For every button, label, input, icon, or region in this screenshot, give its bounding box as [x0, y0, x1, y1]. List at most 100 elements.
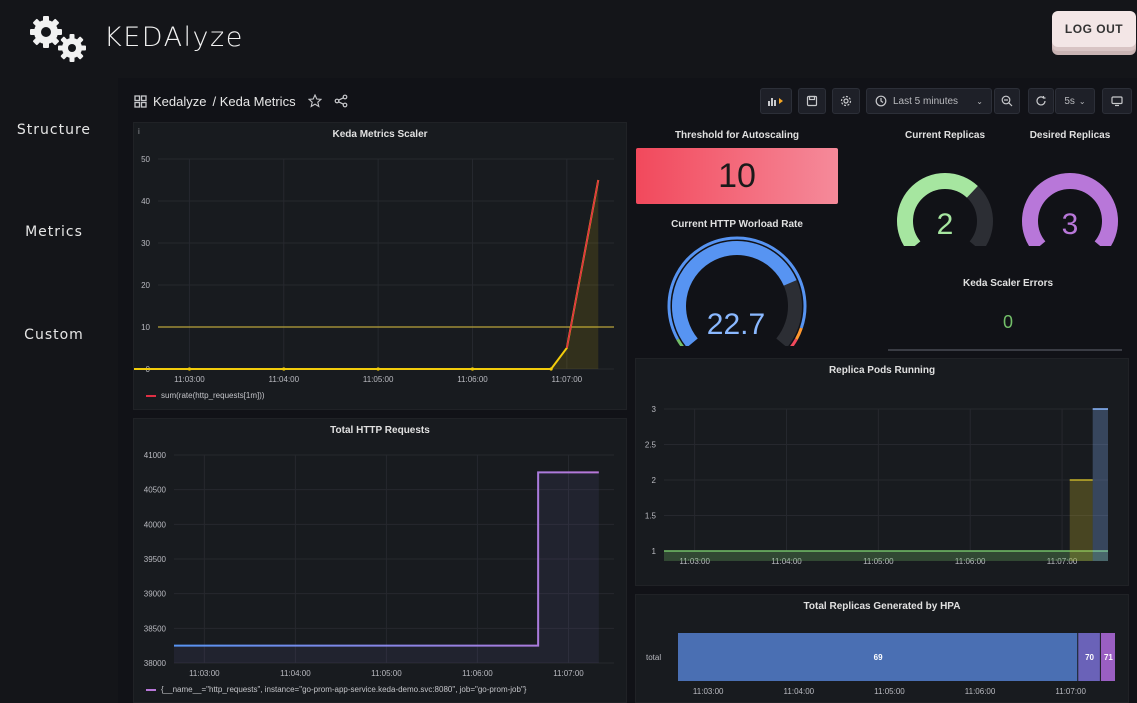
- current-replicas-title: Current Replicas: [904, 130, 986, 141]
- series-spike-line: [566, 179, 600, 349]
- series-area: [134, 180, 599, 369]
- http-legend[interactable]: {__name__="http_requests", instance="go-…: [146, 685, 526, 694]
- x-tick-label: 11:03:00: [693, 687, 724, 696]
- panel-title: Replica Pods Running: [828, 365, 936, 376]
- x-tick-label: 11:05:00: [874, 687, 905, 696]
- chevron-down-icon: ⌄: [976, 96, 983, 106]
- sidebar-item-custom[interactable]: Custom: [24, 327, 84, 343]
- star-icon[interactable]: [307, 94, 322, 108]
- errors-value: 0: [1002, 312, 1013, 332]
- series-line: [174, 471, 599, 647]
- y-tick-label: 40000: [144, 520, 167, 529]
- x-tick-label: 11:03:00: [174, 375, 205, 384]
- x-tick-label: 11:04:00: [269, 375, 300, 384]
- gauge-fill: [897, 173, 978, 246]
- y-tick-label: 40: [141, 197, 150, 206]
- state-segment: [1100, 633, 1115, 681]
- workload-gauge: [667, 236, 807, 346]
- refresh-button[interactable]: [1028, 88, 1054, 114]
- y-tick-label: 38000: [144, 659, 167, 668]
- panel-title: Total Replicas Generated by HPA: [803, 601, 961, 612]
- y-tick-label: 1: [652, 547, 657, 556]
- x-tick-label: 11:07:00: [552, 375, 583, 384]
- scaler-legend[interactable]: sum(rate(http_requests[1m])): [146, 391, 265, 400]
- time-range-label: Last 5 minutes: [893, 95, 959, 107]
- state-segment: [678, 633, 1078, 681]
- add-panel-button[interactable]: [760, 88, 792, 114]
- y-tick-label: 3: [652, 405, 657, 414]
- series-area: [1069, 480, 1093, 561]
- x-tick-label: 11:06:00: [457, 375, 488, 384]
- gauge-fill: [1022, 173, 1118, 246]
- x-tick-label: 11:06:00: [965, 687, 996, 696]
- http-requests-chart: 38000 38500 39000 39500 40000 40500 41000 11:03…: [144, 451, 614, 678]
- y-tick-label: 10: [141, 323, 150, 332]
- row-label: total: [646, 653, 661, 662]
- x-tick-label: 11:04:00: [771, 557, 802, 566]
- threshold-value: 10: [636, 148, 838, 204]
- x-tick-label: 11:07:00: [1047, 557, 1078, 566]
- top-bar: KEDAlyze LOG OUT: [0, 0, 1137, 78]
- gear-icon: [840, 95, 852, 107]
- save-dashboard-button[interactable]: [798, 88, 826, 114]
- time-range-picker[interactable]: Last 5 minutes ⌄: [866, 88, 992, 114]
- settings-button[interactable]: [832, 88, 860, 114]
- panel-replica-pods-running: Replica Pods Running 1 1.5 2 2.5 3 11:03:00 11…: [635, 358, 1129, 586]
- legend-label: {__name__="http_requests", instance="go-…: [161, 685, 527, 694]
- x-tick-label: 11:04:00: [784, 687, 815, 696]
- panel-title: Keda Metrics Scaler: [332, 129, 428, 140]
- share-icon[interactable]: [334, 94, 348, 108]
- panel-info-icon[interactable]: i: [138, 127, 140, 136]
- gauge-fill: [672, 241, 797, 346]
- legend-swatch: [146, 394, 156, 397]
- legend-swatch: [146, 688, 156, 691]
- x-tick-label: 11:07:00: [553, 669, 584, 678]
- tv-mode-button[interactable]: [1102, 88, 1132, 114]
- breadcrumb-folder[interactable]: Kedalyze: [153, 93, 207, 109]
- replica-pods-chart: 1 1.5 2 2.5 3 11:03:00 11:04:00 11:05:00 11:06:0…: [645, 405, 1108, 566]
- gears-logo-icon: [30, 16, 86, 62]
- series-area: [1092, 409, 1108, 561]
- add-panel-icon: [768, 98, 783, 106]
- data-point: [187, 367, 192, 371]
- x-tick-label: 11:03:00: [189, 669, 220, 678]
- current-replicas-gauge: [897, 173, 993, 246]
- legend-label: sum(rate(http_requests[1m])): [161, 391, 265, 400]
- y-tick-label: 39500: [144, 555, 167, 564]
- dashboard-grid-icon: [134, 94, 147, 108]
- current-replicas-value: 2: [936, 208, 954, 241]
- refresh-interval-picker[interactable]: 5s ⌄: [1055, 88, 1095, 114]
- breadcrumb: Kedalyze / Keda Metrics: [134, 90, 348, 112]
- sidebar-item-metrics[interactable]: Metrics: [25, 224, 83, 240]
- state-segment-label: 70: [1085, 653, 1094, 662]
- state-segment: [1078, 633, 1100, 681]
- y-tick-label: 1.5: [645, 512, 657, 521]
- monitor-icon: [1111, 96, 1123, 107]
- series-area: [664, 551, 1108, 561]
- y-tick-label: 2.5: [645, 441, 657, 450]
- gauge-threshold-band: [667, 236, 807, 340]
- breadcrumb-dashboard: / Keda Metrics: [212, 93, 296, 109]
- x-tick-label: 11:06:00: [955, 557, 986, 566]
- series-line: [134, 179, 600, 370]
- series-area: [174, 472, 599, 663]
- zoom-out-button[interactable]: [994, 88, 1020, 114]
- y-tick-label: 30: [141, 239, 150, 248]
- y-tick-label: 41000: [144, 451, 167, 460]
- y-tick-label: 40500: [144, 486, 167, 495]
- workload-value: 22.7: [706, 308, 766, 341]
- app-title: KEDAlyze: [104, 22, 244, 53]
- hpa-state-timeline: total 69 70 71 11:03:00 11:04:00 11:05:00 11:06…: [646, 633, 1115, 696]
- logout-button[interactable]: LOG OUT: [1052, 11, 1136, 47]
- panel-keda-metrics-scaler: i Keda Metrics Scaler 0 10 20 30 40 50 11:03:0…: [133, 122, 627, 410]
- refresh-icon: [1036, 96, 1046, 106]
- chevron-down-icon: ⌄: [1078, 96, 1086, 106]
- state-segment-label: 71: [1104, 653, 1113, 662]
- x-tick-label: 11:07:00: [1055, 687, 1086, 696]
- data-point: [470, 367, 475, 371]
- clock-icon: [875, 95, 887, 107]
- save-icon: [806, 95, 818, 107]
- errors-title: Keda Scaler Errors: [962, 278, 1054, 289]
- sidebar-item-structure[interactable]: Structure: [16, 122, 92, 138]
- x-tick-label: 11:03:00: [679, 557, 710, 566]
